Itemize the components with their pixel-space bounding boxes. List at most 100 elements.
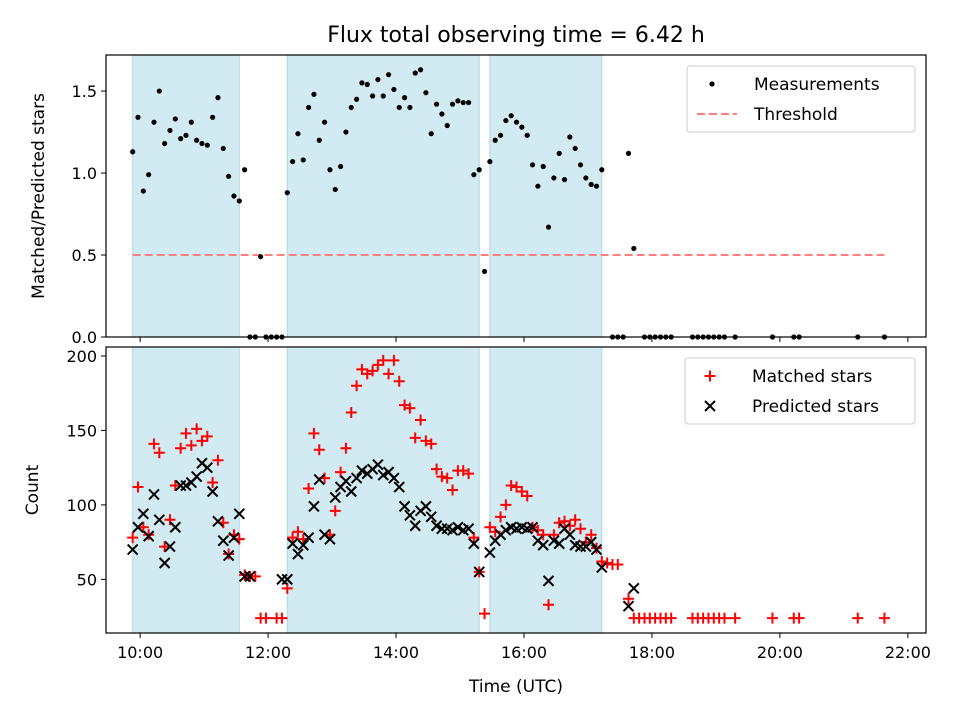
measurement-point <box>316 137 322 143</box>
measurement-point <box>412 70 418 76</box>
count-panel-legend: Matched stars Predicted stars <box>684 357 916 425</box>
count-panel-series-plus <box>127 354 890 624</box>
predicted-stars-point <box>446 524 459 536</box>
matched-stars-point <box>303 483 315 495</box>
matched-stars-point <box>329 505 341 517</box>
predicted-stars-point <box>164 540 176 553</box>
measurement-point <box>593 183 600 189</box>
predicted-stars-point <box>137 508 150 520</box>
count-panel: Count Time (UTC) 50 100 150 200 10:00 12:00 14… <box>23 346 931 697</box>
predicted-stars-point <box>233 508 245 520</box>
predicted-stars-point <box>372 458 384 471</box>
measurement-point <box>140 188 146 194</box>
matched-stars-point <box>622 593 634 605</box>
measurement-point <box>519 124 525 130</box>
predicted-stars-point <box>329 491 341 504</box>
measurement-point <box>204 142 210 148</box>
measurement-point <box>433 101 440 107</box>
matched-stars-point <box>335 466 347 478</box>
matched-stars-point <box>127 532 139 544</box>
observing-window-band <box>286 54 480 338</box>
matched-stars-point <box>185 439 197 451</box>
measurement-point <box>236 198 242 204</box>
measurement-point <box>290 158 296 165</box>
measurement-point <box>130 149 136 155</box>
matched-stars-point <box>766 612 778 624</box>
matched-stars-point <box>548 529 560 541</box>
predicted-stars-point <box>292 548 304 560</box>
predicted-stars-point <box>377 469 389 481</box>
matched-stars-point <box>441 472 453 484</box>
measurement-point <box>540 163 546 170</box>
matched-stars-point <box>292 526 304 538</box>
matched-stars-point <box>447 484 459 496</box>
measurement-point <box>178 136 184 142</box>
legend-label: Measurements <box>754 75 880 95</box>
matched-stars-point <box>852 612 864 624</box>
measurement-point <box>588 181 594 188</box>
predicted-stars-point <box>324 533 336 545</box>
matched-stars-point <box>281 582 293 594</box>
measurement-point <box>162 140 168 147</box>
count-panel-xlabel: Time (UTC) <box>468 677 563 697</box>
predicted-stars-point <box>350 472 363 484</box>
predicted-stars-point <box>622 600 635 612</box>
measurement-point <box>242 167 248 173</box>
measurement-point <box>487 158 493 165</box>
predicted-stars-point <box>228 531 240 544</box>
matched-stars-point <box>612 558 624 570</box>
measurement-point <box>481 268 488 275</box>
matched-stars-point <box>729 612 741 624</box>
matched-stars-point <box>463 468 475 480</box>
predicted-stars-point <box>153 514 166 526</box>
matched-stars-point <box>665 612 677 624</box>
predicted-stars-point <box>132 521 144 533</box>
matched-stars-point <box>468 532 480 544</box>
matched-stars-point <box>175 442 187 454</box>
matched-stars-point <box>287 532 299 544</box>
measurement-point <box>156 88 162 94</box>
legend-label: Predicted stars <box>752 397 879 417</box>
matched-stars-point <box>415 414 427 426</box>
matched-stars-point <box>425 438 437 450</box>
measurement-point <box>348 104 354 111</box>
measurement-point <box>146 172 152 178</box>
matched-stars-point <box>377 354 389 366</box>
predicted-stars-point <box>201 461 214 474</box>
y-tick-label: 0.5 <box>72 246 97 265</box>
x-tick-label: 14:00 <box>373 643 419 662</box>
measurement-point <box>401 95 408 101</box>
matched-stars-point <box>436 471 448 483</box>
measurement-point <box>167 127 173 134</box>
measurement-point <box>535 183 541 189</box>
predicted-stars-point <box>286 537 299 550</box>
predicted-stars-point <box>190 470 203 483</box>
predicted-stars-point <box>180 479 192 492</box>
predicted-stars-point <box>142 530 155 542</box>
measurement-point <box>625 150 632 156</box>
matched-stars-point <box>500 499 512 511</box>
observing-window-band <box>489 346 603 634</box>
matched-stars-point <box>367 365 379 377</box>
matched-stars-point <box>212 454 224 466</box>
count-panel-series-x <box>126 457 640 612</box>
count-panel-frame <box>105 346 927 634</box>
predicted-stars-point <box>356 464 368 477</box>
measurement-point <box>188 119 194 125</box>
predicted-stars-point <box>340 475 352 487</box>
matched-stars-point <box>393 375 405 387</box>
measurement-point <box>375 76 381 83</box>
legend-label: Matched stars <box>752 367 872 387</box>
matched-stars-point <box>383 368 395 380</box>
measurement-point <box>327 167 333 173</box>
measurement-point <box>465 99 472 106</box>
measurement-point <box>284 190 290 196</box>
predicted-stars-point <box>628 582 640 595</box>
x-tick-label: 22:00 <box>885 643 931 662</box>
measurement-point <box>508 113 514 119</box>
y-tick-label: 200 <box>66 347 97 366</box>
measurement-point <box>353 96 360 102</box>
measurement-point <box>524 132 530 138</box>
legend-box <box>686 65 916 133</box>
measurement-point <box>321 119 328 125</box>
